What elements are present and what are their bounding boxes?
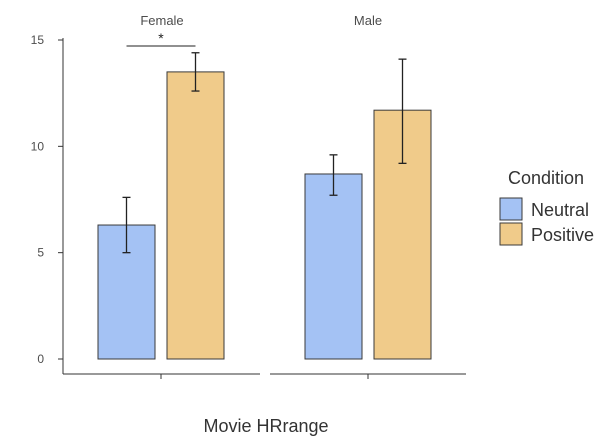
y-tick-label: 5 — [37, 246, 44, 260]
legend-label-neutral: Neutral — [531, 200, 589, 220]
legend-title: Condition — [508, 168, 584, 188]
x-axis-title: Movie HRrange — [203, 416, 328, 436]
significance-label: * — [158, 30, 164, 46]
bar-positive — [166, 71, 225, 360]
legend-swatch-positive — [499, 222, 523, 246]
bar-neutral — [304, 173, 363, 360]
legend-label-positive: Positive — [531, 225, 594, 245]
facet-title: Male — [354, 13, 382, 28]
facet-title: Female — [140, 13, 183, 28]
y-tick-label: 0 — [37, 352, 44, 366]
y-tick-label: 10 — [31, 139, 45, 153]
legend-swatch-neutral — [499, 197, 523, 221]
y-tick-label: 15 — [31, 33, 45, 47]
